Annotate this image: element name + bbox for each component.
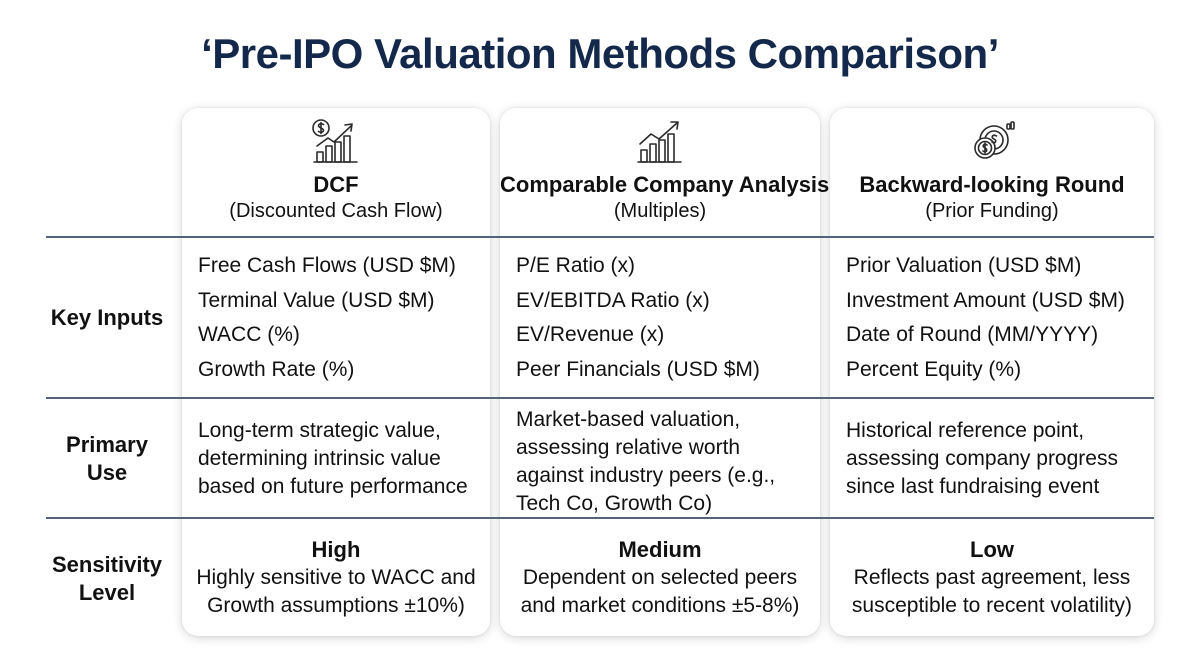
dcf-header: DCF (Discounted Cash Flow) xyxy=(182,118,490,223)
list-item: P/E Ratio (x) xyxy=(516,254,636,277)
dcf-sensitivity: High Highly sensitive to WACC and Growth… xyxy=(182,536,490,620)
list-item: Free Cash Flows (USD $M) xyxy=(198,254,456,277)
backward-round-header: Backward-looking Round (Prior Funding) xyxy=(830,118,1154,223)
list-item: Investment Amount (USD $M) xyxy=(846,288,1125,312)
sensitivity-level: Medium xyxy=(618,537,702,562)
list-item: Terminal Value (USD $M) xyxy=(198,288,435,312)
dcf-primary-use: Long-term strategic value, determining i… xyxy=(198,419,468,498)
list-item: WACC (%) xyxy=(198,323,300,346)
sensitivity-level: High xyxy=(311,537,361,562)
divider-inputs xyxy=(46,397,1154,399)
list-item: Date of Round (MM/YYYY) xyxy=(846,323,1099,346)
sensitivity-level: Low xyxy=(970,537,1014,562)
comparable-inputs-list: P/E Ratio (x) EV/EBITDA Ratio (x) EV/Rev… xyxy=(516,249,760,387)
page-title: ‘Pre-IPO Valuation Methods Comparison’ xyxy=(201,30,999,77)
backward-round-sensitivity: Low Reflects past agreement, less suscep… xyxy=(830,536,1154,620)
backward-round-primary-use: Historical reference point, assessing co… xyxy=(846,419,1118,498)
bar-chart-growth-icon xyxy=(637,121,682,163)
coins-history-icon xyxy=(974,121,1015,159)
backward-round-card xyxy=(830,108,1154,636)
comparable-title: Comparable Company Analysis xyxy=(500,172,830,197)
money-growth-chart-icon xyxy=(312,119,358,163)
list-item: EV/EBITDA Ratio (x) xyxy=(516,288,710,312)
list-item: EV/Revenue (x) xyxy=(516,323,665,346)
backward-round-subtitle: (Prior Funding) xyxy=(925,200,1059,222)
dcf-title: DCF xyxy=(313,172,359,197)
row-label-primary-use: Primary Use xyxy=(66,432,148,485)
backward-round-title: Backward-looking Round xyxy=(859,172,1125,197)
row-label-sensitivity: Sensitivity Level xyxy=(51,552,163,605)
backward-round-inputs-list: Prior Valuation (USD $M) Investment Amou… xyxy=(846,249,1125,387)
list-item: Prior Valuation (USD $M) xyxy=(846,254,1082,277)
row-label-key-inputs: Key Inputs xyxy=(50,305,164,330)
comparable-primary-use: Market-based valuation, assessing relati… xyxy=(516,408,776,515)
list-item: Peer Financials (USD $M) xyxy=(516,357,760,381)
list-item: Growth Rate (%) xyxy=(198,357,355,381)
comparable-header: Comparable Company Analysis (Multiples) xyxy=(500,118,830,223)
comparable-sensitivity: Medium Dependent on selected peers and m… xyxy=(500,536,820,620)
dcf-inputs-list: Free Cash Flows (USD $M) Terminal Value … xyxy=(198,249,456,387)
divider-header xyxy=(46,236,1154,238)
dcf-subtitle: (Discounted Cash Flow) xyxy=(229,200,443,222)
comparable-card xyxy=(500,108,820,636)
divider-use xyxy=(46,517,1154,519)
list-item: Percent Equity (%) xyxy=(846,357,1022,381)
comparable-subtitle: (Multiples) xyxy=(613,200,707,222)
dcf-card xyxy=(182,108,490,636)
